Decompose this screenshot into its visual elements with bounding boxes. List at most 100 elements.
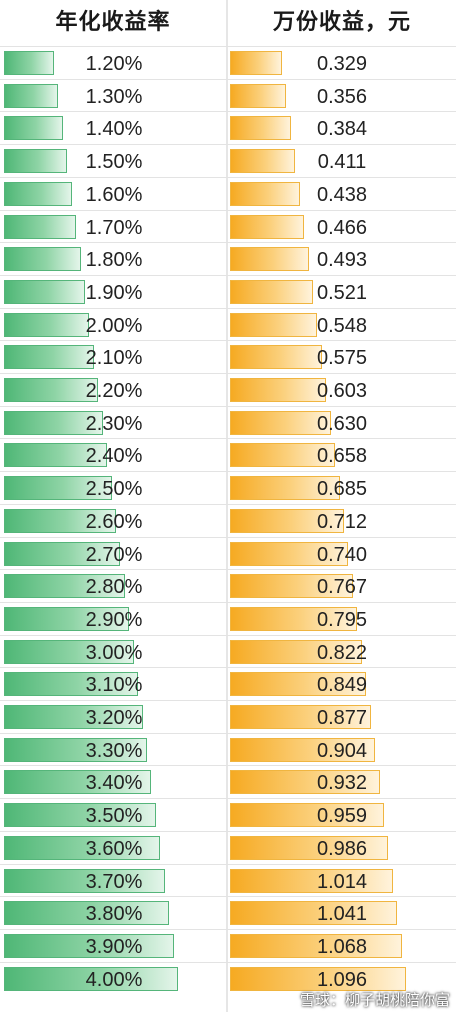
table-row: 1.40% 0.384 [0,112,456,145]
yield-value-label: 1.40% [85,118,143,141]
row-separator [0,928,456,930]
row-separator [0,176,456,178]
table-row: 3.30% 0.904 [0,734,456,767]
table-row: 2.60% 0.712 [0,505,456,538]
earnings-bar [230,966,406,991]
earnings-bar [230,247,309,272]
earnings-bar [230,443,336,468]
yield-bar [4,116,63,141]
earnings-bar [230,83,287,108]
row-separator [0,896,456,898]
yield-value-label: 3.70% [85,870,143,893]
yield-bar [4,508,116,533]
row-separator [0,536,456,538]
earnings-bar [230,737,375,762]
earnings-value-label: 0.849 [316,674,368,697]
earnings-value-label: 0.411 [317,151,367,174]
yield-value-label: 1.30% [85,85,143,108]
earnings-value-label: 0.932 [316,772,368,795]
earnings-value-label: 0.795 [316,608,368,631]
earnings-bar [230,933,402,958]
earnings-bar [230,508,344,533]
earnings-value-label: 0.959 [316,805,368,828]
earnings-value-label: 0.740 [316,543,368,566]
earnings-value-label: 0.438 [316,183,368,206]
table-row: 4.00% 1.096 [0,963,456,996]
table-row: 2.20% 0.603 [0,374,456,407]
yield-bar [4,574,125,599]
yield-bar [4,901,170,926]
row-separator [0,863,456,865]
earnings-value-label: 0.329 [316,53,368,75]
row-separator [0,471,456,473]
table-row: 3.60% 0.986 [0,832,456,865]
table-row: 2.00% 0.548 [0,309,456,342]
yield-value-label: 2.00% [85,314,143,337]
table-row: 3.50% 0.959 [0,799,456,832]
yield-bar [4,639,134,664]
yield-value-label: 2.60% [85,510,143,533]
earnings-bar [230,279,313,304]
table-row: 1.60% 0.438 [0,178,456,211]
earnings-bar [230,181,300,206]
yield-bar [4,83,59,108]
yield-value-label: 3.60% [85,837,143,860]
row-separator [0,111,456,113]
earnings-value-label: 0.877 [316,707,368,729]
row-separator [0,373,456,374]
table-row: 2.80% 0.767 [0,570,456,603]
earnings-bar [230,672,367,697]
row-separator [0,634,456,636]
yield-bar [4,247,81,272]
earnings-value-label: 0.658 [316,445,368,468]
table-row: 1.50% 0.411 [0,145,456,178]
table-row: 2.40% 0.658 [0,439,456,472]
yield-value-label: 3.10% [85,674,143,697]
yield-bar [4,672,139,697]
table-row: 2.50% 0.685 [0,472,456,505]
yield-value-label: 2.20% [85,380,143,402]
earnings-value-label: 0.356 [316,85,368,108]
yield-value-label: 3.40% [85,772,143,795]
yield-value-label: 2.30% [85,412,143,435]
yield-bar [4,803,156,828]
earnings-bar [230,770,380,795]
yield-bar [4,966,178,991]
yield-value-label: 3.20% [85,707,143,729]
yield-value-label: 3.00% [85,641,143,664]
yield-bar [4,410,103,435]
row-separator [0,209,456,211]
earnings-bar [230,639,362,664]
yield-value-label: 1.80% [85,249,143,272]
watermark: 雪球：柳子胡桃陪你富 [299,991,450,1009]
yield-value-label: 1.90% [85,281,143,304]
yield-value-label: 3.30% [85,739,143,762]
earnings-bar [230,476,340,501]
earnings-value-label: 0.767 [316,576,368,599]
earnings-value-label: 0.986 [316,837,368,860]
yield-value-label: 1.20% [85,53,143,75]
earnings-bar [230,378,327,402]
yield-bar [4,606,130,631]
table-row: 3.80% 1.041 [0,897,456,930]
table-row: 3.70% 1.014 [0,865,456,898]
yield-value-label: 3.90% [85,935,143,958]
row-separator [0,503,456,505]
yield-bar [4,476,112,501]
yield-bar [4,737,147,762]
table-row: 1.70% 0.466 [0,211,456,244]
table-row: 2.70% 0.740 [0,538,456,571]
row-separator [0,667,456,669]
earnings-value-label: 0.685 [316,478,368,501]
row-separator [0,961,456,963]
earnings-value-label: 1.014 [316,870,368,893]
column-divider [226,0,228,1012]
earnings-bar [230,51,282,75]
row-separator [0,307,456,309]
earnings-bar [230,835,389,860]
yield-bar [4,705,143,729]
yield-value-label: 2.70% [85,543,143,566]
row-separator [0,405,456,407]
row-separator [0,78,456,80]
